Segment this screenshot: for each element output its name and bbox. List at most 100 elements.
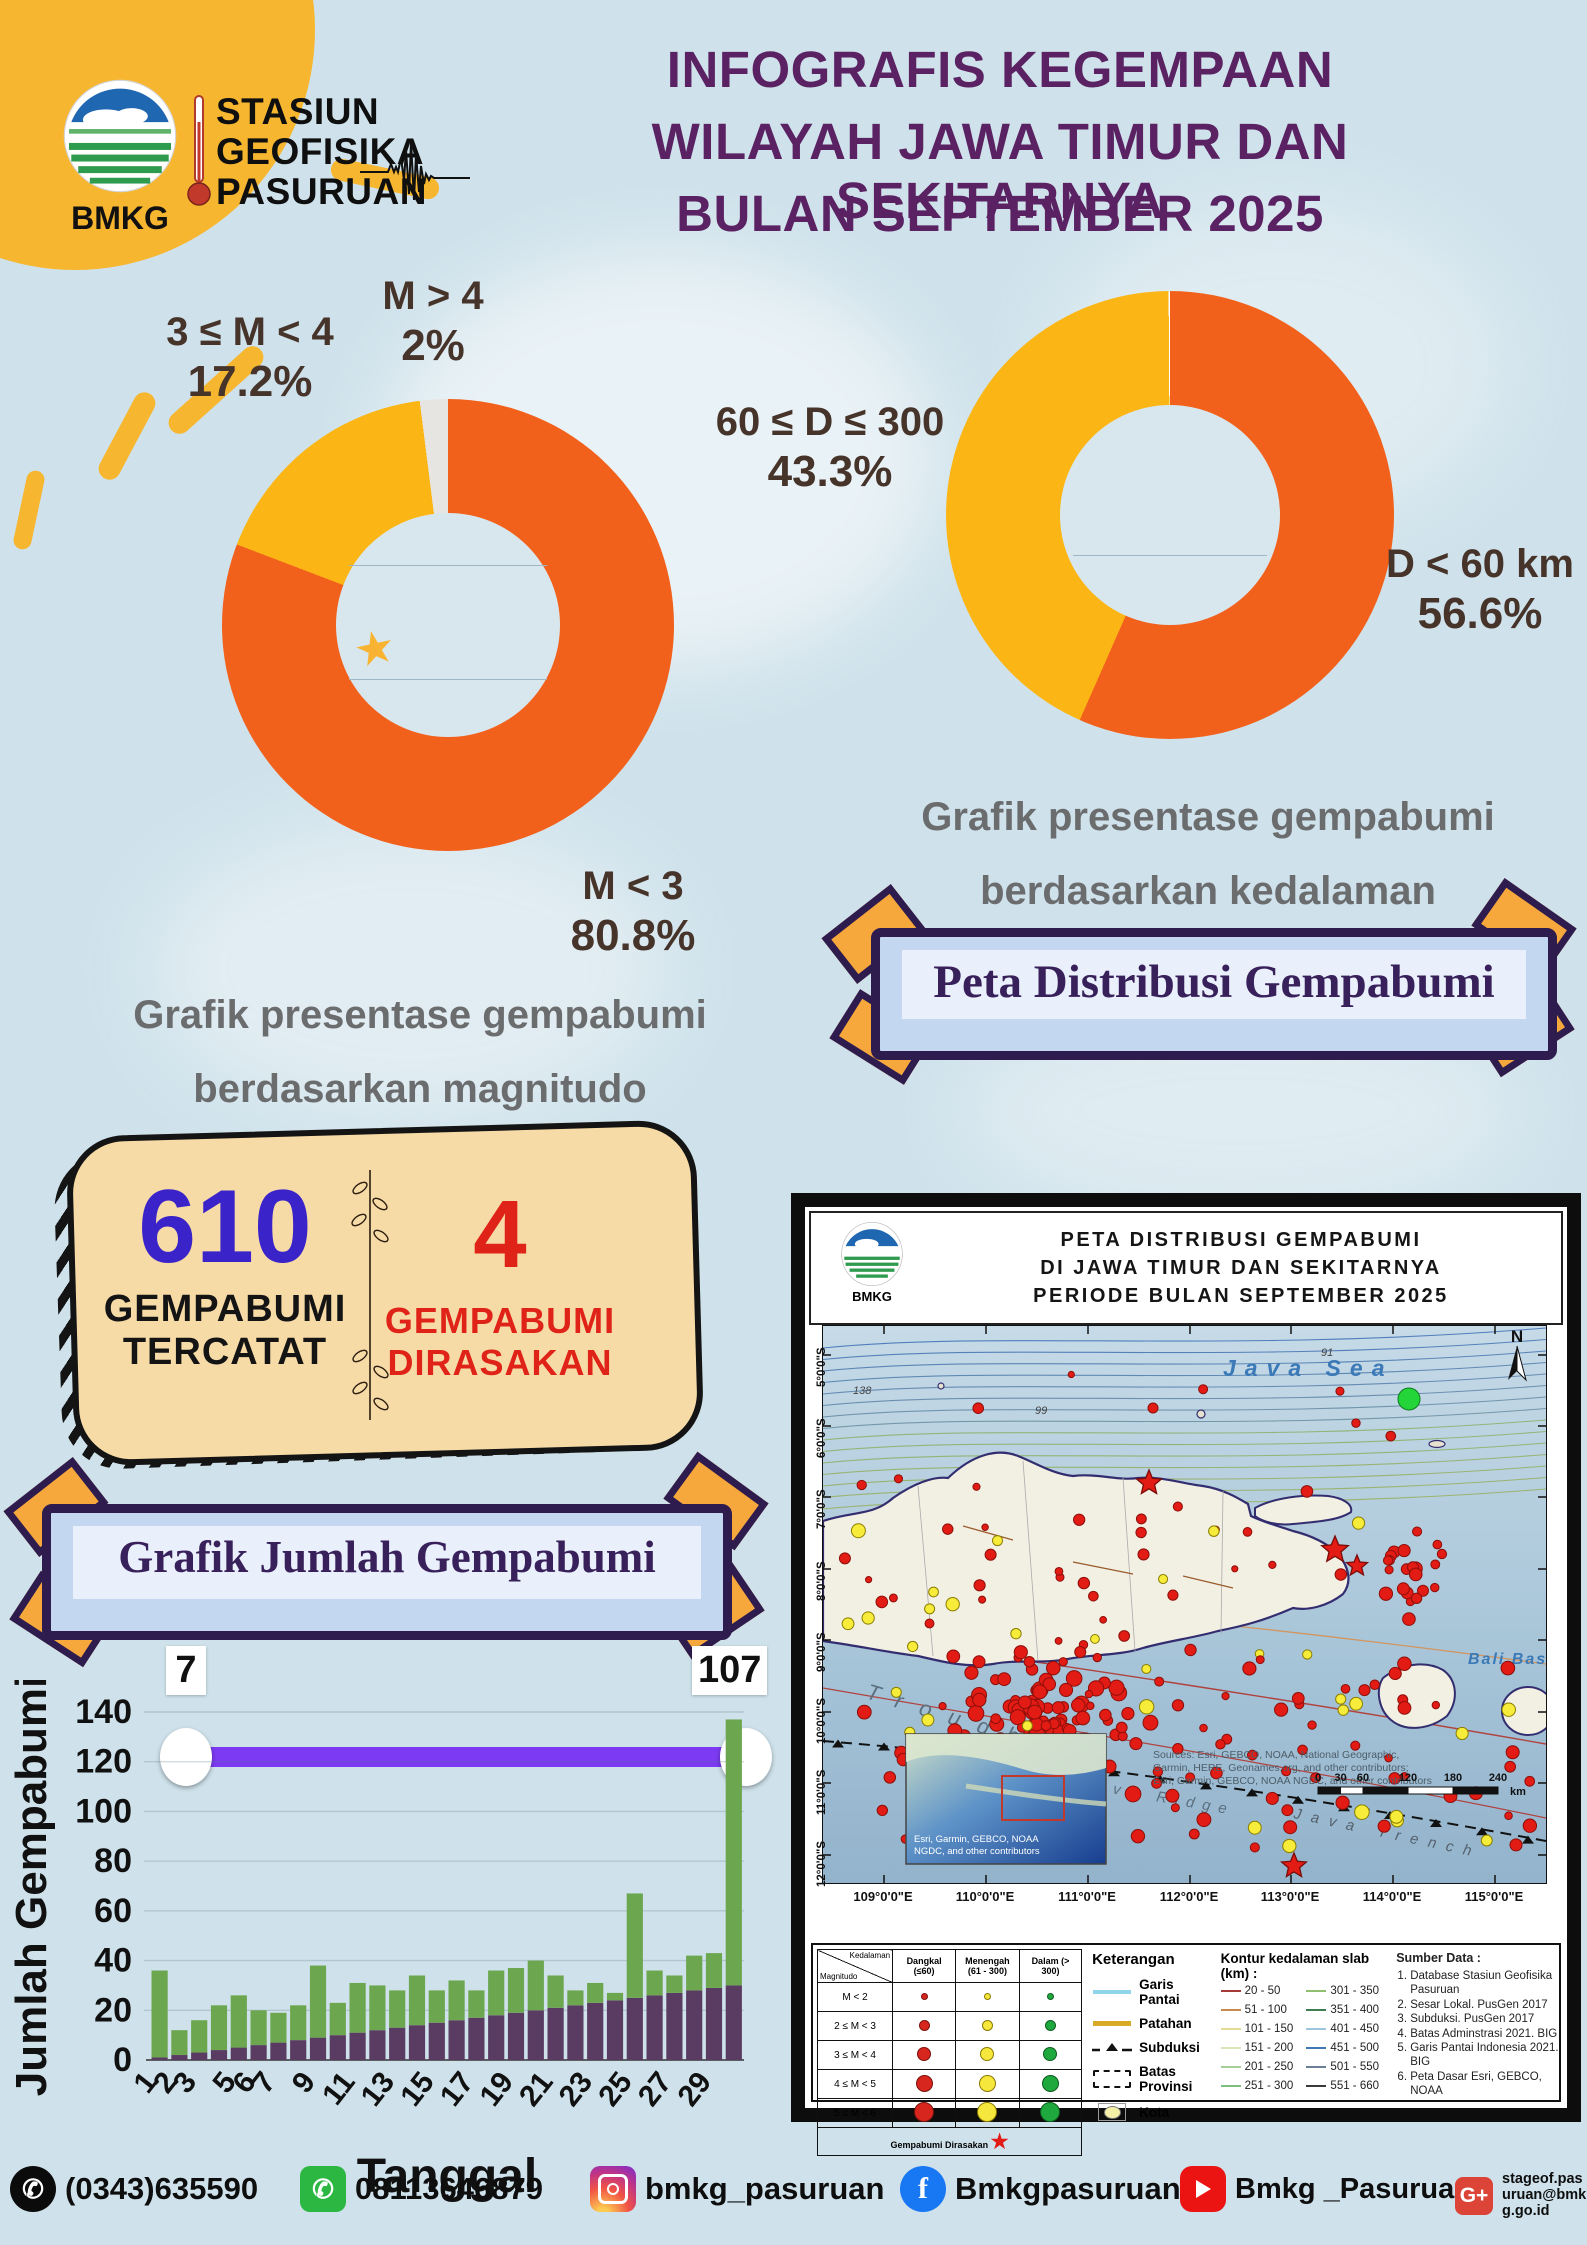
legend-item-batas-provinsi: Batas Provinsi <box>1092 2064 1215 2094</box>
caption-line: TERCATAT <box>122 1331 328 1373</box>
slider-max-value: 107 <box>692 1646 768 1695</box>
city-symbol <box>1092 2103 1132 2121</box>
footer-phone[interactable]: ✆ (0343)635590 <box>10 2166 258 2212</box>
svg-text:180: 180 <box>1444 1772 1462 1784</box>
caption-line: berdasarkan kedalaman <box>980 869 1436 913</box>
caption-line: DIRASAKAN <box>387 1342 613 1383</box>
svg-text:Java Sea: Java Sea <box>1223 1355 1393 1381</box>
slider-handle-left[interactable] <box>160 1728 212 1786</box>
legend-item-kota: Kota <box>1092 2103 1215 2121</box>
chart-banner: Grafik Jumlah Gempabumi <box>42 1504 732 1640</box>
svg-text:91: 91 <box>1321 1347 1333 1359</box>
map-longitude-label: 111°0'0"E <box>1058 1889 1116 1904</box>
kontur-legend-item: 551 - 660 <box>1306 2080 1388 2092</box>
bmkg-logo-text: BMKG <box>71 200 169 236</box>
footer-instagram[interactable]: bmkg_pasuruan <box>590 2166 884 2212</box>
map-longitude-label: 113°0'0"E <box>1260 1889 1320 1904</box>
map-panel: BMKG PETA DISTRIBUSI GEMPABUMI DI JAWA T… <box>791 1193 1581 2156</box>
label-value: 56.6% <box>1417 589 1543 638</box>
sumber-title: Sumber Data : <box>1396 1951 1481 1965</box>
svg-text:17: 17 <box>434 2066 481 2113</box>
legend-item-patahan: Patahan <box>1092 2016 1215 2031</box>
phone-number: (0343)635590 <box>65 2171 259 2206</box>
sumber-data-item: Batas Adminstrasi 2021. BIG <box>1410 2027 1559 2041</box>
map-panel-inner: BMKG PETA DISTRIBUSI GEMPABUMI DI JAWA T… <box>805 1207 1567 2156</box>
chart-banner-title: Grafik Jumlah Gempabumi <box>118 1532 656 1582</box>
svg-text:100: 100 <box>75 1792 132 1830</box>
paper-line <box>349 679 547 680</box>
map-title-line: DI JAWA TIMUR DAN SEKITARNYA <box>1040 1257 1442 1279</box>
map-longitude-label: 115°0'0"E <box>1464 1889 1524 1904</box>
map-title-line: PETA DISTRIBUSI GEMPABUMI <box>1060 1229 1422 1251</box>
label-text: 3 ≤ M < 4 <box>166 310 334 354</box>
kontur-legend-item: 51 - 100 <box>1220 2004 1303 2016</box>
bar-day-14 <box>408 1975 426 2060</box>
map-longitude-label: 114°0'0"E <box>1362 1889 1422 1904</box>
svg-text:9: 9 <box>286 2066 322 2099</box>
svg-text:20: 20 <box>94 1991 132 2029</box>
legend-magnitude-depth-matrix: Kedalaman Magnitudo Dangkal (≤60) Menengah … <box>813 1945 1083 2156</box>
svg-text:15: 15 <box>394 2066 441 2113</box>
magnitude-caption: Grafik presentase gempabumi berdasarkan … <box>80 978 760 1126</box>
map-latitude-label: 5°0'0"S <box>816 1347 828 1387</box>
label-text: D < 60 km <box>1386 542 1574 586</box>
sumber-data-item: Database Stasiun Geofisika Pasuruan <box>1410 1969 1559 1998</box>
page-title-line-2: WILAYAH JAWA TIMUR DAN SEKITARNYA <box>651 113 1349 229</box>
email-address: stageof.pasuruan@bmkg.go.id <box>1502 2171 1587 2219</box>
magnitude-depth-legend-table: Kedalaman Magnitudo Dangkal (≤60) Menengah … <box>816 1949 1083 2156</box>
map-latitude-label: 11°0'0"S <box>816 1769 828 1815</box>
donut-dep-label-mid: 60 ≤ D ≤ 300 43.3% <box>660 398 1000 499</box>
bar-day-30 <box>725 1719 742 2060</box>
map-latitude-label: 10°0'0"S <box>816 1697 828 1744</box>
instagram-handle: bmkg_pasuruan <box>645 2171 885 2206</box>
youtube-icon <box>1180 2166 1226 2212</box>
facebook-handle: Bmkgpasuruan <box>955 2171 1181 2206</box>
footer-whatsapp[interactable]: ✆ 08113646879 <box>300 2166 543 2212</box>
map-latitude-label: 7°0'0"S <box>816 1489 828 1529</box>
bar-day-17 <box>468 1990 485 2060</box>
map-banner-inner <box>902 950 1526 1019</box>
youtube-handle: Bmkg _Pasuruan <box>1235 2172 1472 2205</box>
bar-day-7 <box>270 2012 287 2060</box>
svg-text:13: 13 <box>355 2066 402 2113</box>
sumber-data-item: Subduksi. PusGen 2017 <box>1410 2012 1559 2026</box>
bar-day-11 <box>349 1982 366 2060</box>
svg-text:Garmin, HERE, Geonames.org, an: Garmin, HERE, Geonames.org, and other co… <box>1153 1762 1409 1774</box>
svg-text:Bali Bas: Bali Bas <box>1468 1651 1547 1668</box>
footer-email[interactable]: G+ stageof.pasuruan@bmkg.go.id <box>1455 2171 1587 2220</box>
footer-facebook[interactable]: f Bmkgpasuruan <box>900 2166 1181 2212</box>
bar-day-6 <box>250 2010 267 2060</box>
province-boundary-symbol <box>1092 2070 1132 2088</box>
instagram-icon <box>590 2166 636 2212</box>
bar-day-15 <box>428 1990 445 2060</box>
svg-text:80: 80 <box>94 1842 132 1880</box>
facebook-icon: f <box>900 2166 946 2212</box>
map-latitude-label: 12°0'0"S <box>816 1840 828 1887</box>
svg-text:60: 60 <box>94 1892 132 1930</box>
caption-line: GEMPABUMI <box>384 1300 616 1341</box>
footer-youtube[interactable]: Bmkg _Pasuruan <box>1180 2166 1472 2212</box>
slider-min-value: 7 <box>166 1646 206 1695</box>
donut-mag-label-high: M > 4 2% <box>313 272 553 373</box>
kontur-legend-item: 201 - 250 <box>1220 2061 1303 2073</box>
paper-line <box>1073 555 1267 556</box>
map-longitude-label: 109°0'0"E <box>853 1889 913 1904</box>
kontur-title: Kontur kedalaman slab (km) : <box>1220 1951 1370 1981</box>
label-text: M > 4 <box>382 274 484 318</box>
legend-kontur: Kontur kedalaman slab (km) : 20 - 50 301 … <box>1220 1945 1389 2100</box>
page-title-line-3: BULAN SEPTEMBER 2025 <box>676 185 1324 242</box>
gplus-icon: G+ <box>1455 2176 1493 2215</box>
slider-track[interactable] <box>186 1747 746 1767</box>
twig-divider <box>351 1170 389 1420</box>
keterangan-title: Keterangan <box>1092 1951 1175 1968</box>
svg-text:21: 21 <box>513 2066 560 2113</box>
svg-text:0: 0 <box>1315 1772 1321 1784</box>
caption-line: GEMPABUMI <box>103 1288 347 1330</box>
svg-text:29: 29 <box>671 2066 718 2113</box>
kontur-legend-item: 101 - 150 <box>1220 2023 1303 2035</box>
svg-text:99: 99 <box>1035 1405 1047 1417</box>
bar-day-12 <box>369 1985 386 2060</box>
